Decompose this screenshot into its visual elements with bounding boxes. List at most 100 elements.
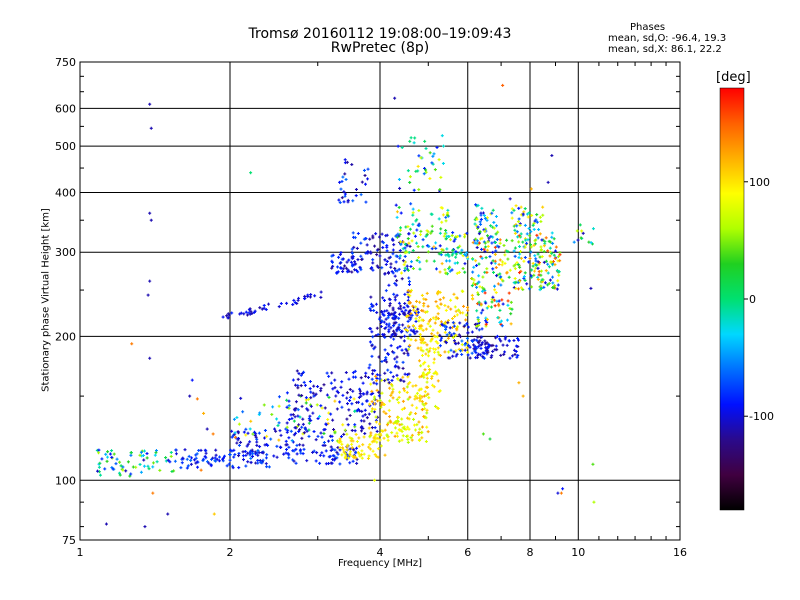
echo-point (363, 413, 367, 417)
echo-point (426, 354, 430, 358)
echo-point (406, 169, 410, 173)
echo-point (393, 274, 397, 278)
echo-point (244, 433, 248, 437)
echo-point (546, 262, 550, 266)
echo-point (400, 309, 404, 313)
echo-point (271, 405, 275, 409)
echo-point (371, 261, 375, 265)
echo-point (244, 427, 248, 431)
echo-point (483, 241, 487, 245)
echo-point (466, 308, 470, 312)
echo-point (395, 327, 399, 331)
echo-point (376, 247, 380, 251)
echo-point (477, 280, 481, 284)
echo-point (399, 307, 403, 311)
echo-point (339, 435, 343, 439)
echo-point (518, 271, 522, 275)
echo-point (531, 261, 535, 265)
echo-point (514, 287, 518, 291)
echo-point (367, 426, 371, 430)
echo-point (365, 392, 369, 396)
echo-point (521, 394, 525, 398)
echo-point (392, 316, 396, 320)
echo-point (575, 229, 579, 233)
echo-point (523, 255, 527, 259)
echo-point (501, 343, 505, 347)
echo-point (450, 268, 454, 272)
echo-point (550, 231, 554, 235)
echo-point (370, 377, 374, 381)
echo-point (155, 460, 159, 464)
echo-point (445, 333, 449, 337)
echo-point (508, 306, 512, 310)
echo-point (174, 452, 178, 456)
echo-point (385, 245, 389, 249)
echo-point (431, 383, 435, 387)
echo-point (304, 396, 308, 400)
echo-point (401, 360, 405, 364)
echo-point (100, 457, 104, 461)
echo-point (373, 407, 377, 411)
echo-point (405, 385, 409, 389)
echo-point (470, 293, 474, 297)
echo-point (536, 260, 540, 264)
echo-point (523, 271, 527, 275)
echo-point (508, 268, 512, 272)
echo-point (402, 427, 406, 431)
echo-point (351, 256, 355, 260)
echo-point (236, 438, 240, 442)
echo-point (438, 333, 442, 337)
echo-point (476, 335, 480, 339)
echo-point (352, 245, 356, 249)
echo-point (447, 254, 451, 258)
echo-point (413, 332, 417, 336)
echo-point (444, 271, 448, 275)
echo-point (189, 458, 193, 462)
echo-point (495, 348, 499, 352)
echo-point (376, 447, 380, 451)
echo-point (344, 266, 348, 270)
echo-point (337, 255, 341, 259)
echo-point (420, 309, 424, 313)
echo-point (389, 370, 393, 374)
echo-point (387, 311, 391, 315)
echo-point (427, 370, 431, 374)
echo-point (255, 437, 259, 441)
echo-point (395, 421, 399, 425)
echo-point (307, 417, 311, 421)
echo-point (397, 401, 401, 405)
echo-point (490, 211, 494, 215)
echo-point (371, 236, 375, 240)
echo-point (256, 458, 260, 462)
echo-point (410, 438, 414, 442)
echo-point (301, 452, 305, 456)
echo-point (544, 236, 548, 240)
echo-point (416, 223, 420, 227)
echo-point (385, 249, 389, 253)
echo-point (291, 449, 295, 453)
echo-point (333, 448, 337, 452)
echo-point (407, 427, 411, 431)
echo-point (359, 453, 363, 457)
echo-point (233, 435, 237, 439)
echo-point (391, 271, 395, 275)
echo-point (434, 315, 438, 319)
echo-point (151, 465, 155, 469)
echo-point (490, 300, 494, 304)
echo-point (362, 237, 366, 241)
echo-point (465, 251, 469, 255)
echo-point (477, 352, 481, 356)
echo-point (483, 250, 487, 254)
echo-point (393, 310, 397, 314)
echo-point (513, 254, 517, 258)
echo-point (513, 228, 517, 232)
echo-point (415, 406, 419, 410)
echo-point (480, 206, 484, 210)
echo-point (322, 440, 326, 444)
echo-point (513, 231, 517, 235)
echo-point (387, 324, 391, 328)
echo-point (393, 331, 397, 335)
x-tick-label: 4 (377, 546, 384, 559)
echo-point (166, 458, 170, 462)
echo-point (491, 225, 495, 229)
